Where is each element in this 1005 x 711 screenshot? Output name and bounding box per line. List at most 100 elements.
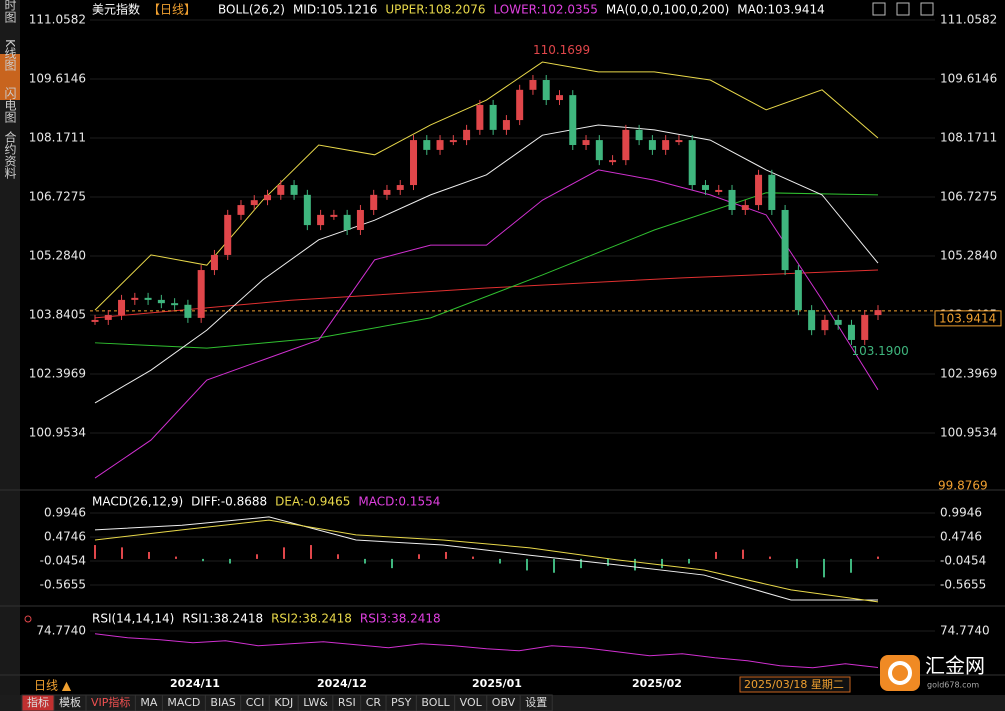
y-tick-label: 105.2840 — [29, 249, 86, 263]
candle — [264, 194, 272, 201]
candle — [157, 299, 165, 304]
side-tab[interactable]: 闪电图 — [3, 87, 17, 123]
current-box — [934, 310, 1002, 327]
tab[interactable]: RSI — [338, 696, 356, 709]
candle — [330, 214, 338, 217]
candle — [502, 120, 510, 130]
candle — [224, 214, 232, 255]
macd-bar — [634, 558, 636, 571]
candle — [184, 304, 192, 318]
logo: 汇金网 gold678.com — [880, 654, 985, 691]
y-tick-label: 0.4746 — [44, 529, 86, 543]
tab[interactable]: 设置 — [525, 696, 547, 709]
tab[interactable]: LW& — [303, 696, 328, 709]
tab[interactable]: BOLL — [421, 696, 450, 709]
candle — [303, 194, 311, 226]
y-tick-label: 109.6146 — [940, 72, 997, 86]
candle — [104, 315, 112, 320]
header-mid: MID:105.1216 — [293, 3, 377, 17]
macd-bar — [310, 545, 312, 559]
macd-bar — [796, 558, 798, 569]
macd-bar — [769, 556, 771, 559]
candle — [436, 140, 444, 150]
candle — [356, 209, 364, 231]
macd-bar — [823, 558, 825, 578]
side-tab[interactable]: 分时图 — [3, 0, 17, 23]
y-tick-label: 0.4746 — [940, 529, 982, 543]
tab[interactable]: PSY — [391, 696, 412, 709]
side-tab[interactable]: K线图 — [3, 39, 17, 71]
macd-bar — [175, 556, 177, 559]
high-label: 110.1699 — [533, 43, 590, 57]
macd-bar — [148, 551, 150, 559]
ma-line — [94, 192, 879, 349]
tab[interactable]: KDJ — [274, 696, 293, 709]
candle — [595, 140, 603, 161]
macd-bar — [337, 554, 339, 559]
candle — [794, 270, 802, 311]
logo-mark — [888, 661, 912, 685]
y-tick-label: -0.5655 — [40, 578, 86, 592]
candle — [662, 140, 670, 150]
y-tick-label: 102.3969 — [940, 367, 997, 381]
date-box — [739, 676, 851, 693]
tab[interactable]: 模板 — [59, 695, 81, 709]
active-tab-bg — [0, 54, 20, 100]
candle — [131, 297, 139, 300]
dea-line — [94, 519, 879, 603]
tab[interactable]: MA — [140, 696, 157, 709]
macd-bar — [607, 558, 609, 566]
macd-bar — [850, 558, 852, 573]
macd-bar — [202, 558, 204, 562]
tab[interactable]: CR — [366, 696, 382, 709]
candle — [144, 297, 152, 300]
macd-diff: DIFF:-0.8688 — [191, 495, 267, 509]
tab[interactable]: VIP指标 — [91, 695, 130, 709]
toolbar-icons — [872, 2, 934, 16]
ma-line — [94, 269, 879, 319]
candle — [370, 194, 378, 210]
y-tick-label: -0.0454 — [40, 553, 86, 567]
tab-bg[interactable] — [519, 694, 553, 711]
icon[interactable] — [872, 2, 886, 16]
header-lower: LOWER:102.0355 — [494, 3, 598, 17]
tab[interactable]: VOL — [460, 696, 483, 709]
header-boll: BOLL(26,2) — [218, 3, 285, 17]
tab[interactable]: CCI — [246, 696, 265, 709]
current-label: 103.9414 — [939, 311, 996, 325]
icon[interactable] — [920, 2, 934, 16]
candle — [383, 189, 391, 195]
header-period: 【日线】 — [148, 3, 196, 17]
candle — [861, 315, 869, 340]
candle — [768, 174, 776, 210]
y-tick-label: 108.1711 — [940, 131, 997, 145]
tab[interactable]: MACD — [167, 696, 200, 709]
candle — [343, 214, 351, 231]
y-tick-label: 102.3969 — [29, 367, 86, 381]
low-label: 103.1900 — [851, 344, 908, 358]
candle — [715, 189, 723, 192]
candle — [688, 140, 696, 186]
logo-name: 汇金网 — [925, 654, 985, 678]
candle — [197, 270, 205, 318]
rsi-title: RSI(14,14,14) — [92, 612, 174, 626]
y-tick-label: 103.8405 — [29, 307, 86, 321]
y-tick-label: 74.7740 — [36, 624, 86, 638]
macd-bar — [445, 551, 447, 559]
side-tab[interactable]: 合约资料 — [3, 130, 17, 179]
candle — [569, 95, 577, 145]
candle — [516, 89, 524, 121]
candle — [821, 319, 829, 331]
rsi-icon[interactable] — [24, 615, 32, 623]
sidebar — [0, 0, 20, 711]
macd-macd: MACD:0.1554 — [358, 495, 440, 509]
y-tick-label: 111.0582 — [940, 13, 997, 27]
icon[interactable] — [896, 2, 910, 16]
tab[interactable]: 指标 — [27, 695, 49, 709]
period-switch[interactable]: 日线 ▲ — [34, 679, 72, 693]
y-tick-label: 105.2840 — [940, 249, 997, 263]
candle — [874, 310, 882, 316]
candle — [755, 174, 763, 206]
tab[interactable]: OBV — [492, 696, 516, 709]
tab[interactable]: BIAS — [210, 696, 235, 709]
